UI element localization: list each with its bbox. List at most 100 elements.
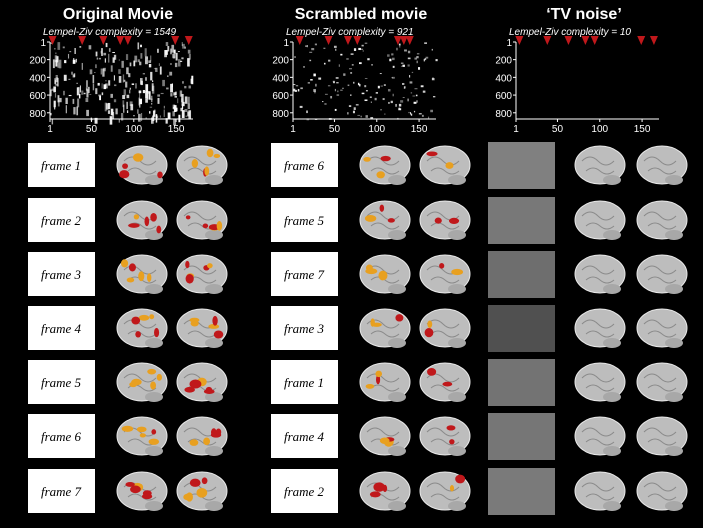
frame-label: frame 2 [284, 484, 325, 499]
x-tick-label: 1 [513, 124, 519, 135]
brain-sulcus [426, 427, 460, 446]
frame-box [28, 360, 95, 404]
raster-noise [150, 117, 154, 124]
raster-noise [135, 83, 137, 89]
activation-blob [395, 314, 404, 322]
raster-noise [364, 42, 368, 44]
raster-noise [184, 96, 188, 104]
brain-cerebellum [145, 446, 163, 456]
raster-noise [81, 90, 84, 95]
raster-noise [347, 112, 349, 115]
raster-noise [357, 114, 361, 116]
raster-noise [173, 92, 177, 96]
raster-noise [336, 94, 340, 96]
frame-box [28, 306, 95, 350]
raster-noise [105, 103, 109, 110]
frame-marker [48, 36, 57, 45]
raster-noise [125, 81, 128, 88]
raster-noise [113, 54, 117, 60]
raster-noise [337, 90, 339, 93]
frame-box [28, 143, 95, 187]
frame-label: frame 5 [41, 375, 82, 390]
raster-noise [148, 60, 152, 64]
raster-noise [342, 87, 344, 89]
raster-noise [126, 67, 129, 75]
raster-noise [94, 117, 98, 124]
raster-noise [86, 109, 89, 117]
raster-noise [409, 112, 412, 115]
raster-noise [148, 63, 152, 68]
raster-noise [324, 93, 328, 95]
x-tick-label: 100 [125, 124, 142, 135]
raster-noise [180, 107, 183, 112]
raster-noise [54, 48, 56, 50]
raster-noise [376, 92, 378, 94]
brain [574, 471, 626, 511]
raster-noise [314, 91, 316, 94]
brain [359, 200, 411, 240]
raster-noise [123, 89, 126, 96]
brain [116, 200, 168, 240]
brain [636, 308, 688, 348]
raster-noise [53, 86, 56, 93]
activation-blob [201, 477, 208, 485]
raster-noise [167, 46, 170, 52]
frame-box [271, 360, 338, 404]
raster-noise [55, 59, 58, 67]
raster-noise [120, 113, 124, 121]
raster-noise [65, 105, 68, 114]
brain-cerebellum [448, 338, 466, 348]
raster-noise [118, 69, 121, 74]
raster-noise [173, 105, 177, 113]
activation-blob [364, 215, 377, 222]
raster-noise [97, 82, 100, 86]
raster-noise [123, 104, 125, 113]
raster-noise [177, 98, 179, 104]
y-tick-label: 600 [29, 91, 46, 102]
raster-noise [155, 114, 158, 123]
raster-noise [404, 49, 407, 52]
raster-noise [413, 101, 417, 104]
raster-noise [387, 89, 391, 92]
raster-noise [392, 93, 394, 97]
raster-noise [109, 116, 113, 125]
activation-blob [185, 260, 190, 269]
frame-marker [393, 36, 402, 45]
raster-noise [137, 109, 139, 114]
raster-noise [181, 93, 184, 103]
raster-noise [170, 83, 174, 93]
raster-noise [391, 77, 393, 79]
brain [574, 308, 626, 348]
raster-noise [407, 98, 409, 102]
raster-noise [294, 89, 297, 92]
raster-noise [126, 94, 130, 99]
frame-box [271, 469, 338, 513]
raster-noise [336, 82, 339, 84]
raster-noise [107, 110, 111, 114]
x-tick-label: 150 [168, 124, 185, 135]
raster-noise [391, 53, 394, 56]
raster-noise [175, 52, 178, 61]
activation-blob [207, 263, 213, 269]
raster-noise [50, 89, 52, 97]
frame-marker [171, 36, 180, 45]
raster-noise [50, 112, 52, 116]
raster-noise [110, 93, 113, 98]
raster-noise [360, 115, 362, 118]
raster-noise [334, 88, 337, 92]
brain-cerebellum [205, 284, 223, 294]
panel-title: ‘TV noise’ [546, 6, 622, 23]
y-tick-label: 400 [29, 73, 46, 84]
raster-noise [145, 98, 148, 103]
raster-noise [177, 51, 180, 52]
activation-blob [196, 488, 208, 498]
activation-blob [121, 425, 134, 432]
raster-noise [160, 92, 164, 95]
raster-noise [408, 111, 410, 114]
raster-noise [365, 90, 368, 92]
x-tick-label: 1 [290, 124, 296, 135]
raster-noise [322, 101, 324, 103]
raster-noise [101, 92, 104, 96]
raster-noise [311, 48, 315, 51]
raster-noise [159, 66, 162, 75]
